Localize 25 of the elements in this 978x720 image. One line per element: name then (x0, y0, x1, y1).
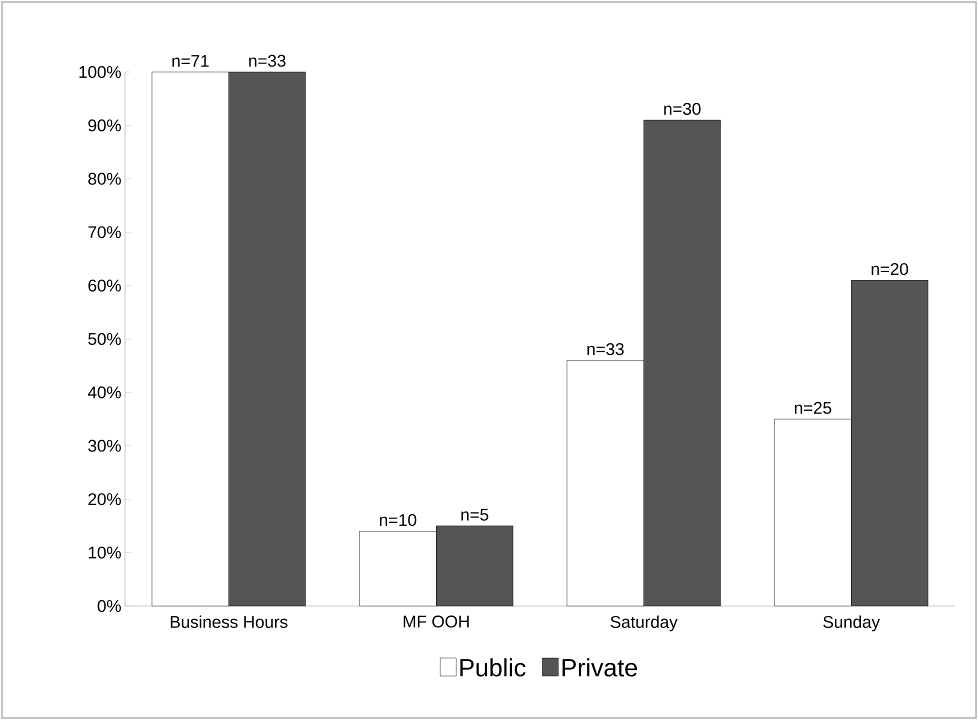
y-tick-label: 100% (79, 66, 121, 78)
y-tick-label: 10% (88, 546, 121, 559)
y-tick-label: 70% (88, 226, 121, 238)
x-tick-label: MF OOH (404, 616, 469, 628)
y-tick-label: 20% (88, 493, 121, 506)
annotation: n=20 (872, 263, 908, 276)
annotation: n=5 (461, 508, 488, 521)
annotation: n=33 (587, 343, 624, 356)
annotation: n=71 (172, 55, 209, 67)
y-tick-label: 40% (88, 386, 121, 398)
annotation: n=25 (794, 402, 832, 414)
y-tick-label: 50% (88, 333, 121, 345)
y-tick-label: 0% (98, 600, 121, 612)
y-tick-label: 80% (88, 172, 121, 185)
x-tick-label: Business Hours (170, 616, 288, 628)
annotation: n=10 (380, 514, 416, 526)
y-tick-label: 90% (88, 119, 121, 132)
legend-label: Private (562, 658, 637, 677)
y-tick-label: 30% (88, 440, 121, 452)
legend-label: Public (460, 658, 526, 677)
x-tick-label: Sunday (823, 616, 880, 632)
x-tick-label: Saturday (610, 616, 678, 632)
y-tick-label: 60% (88, 280, 121, 292)
annotation: n=30 (664, 102, 701, 115)
annotation: n=33 (249, 54, 286, 67)
